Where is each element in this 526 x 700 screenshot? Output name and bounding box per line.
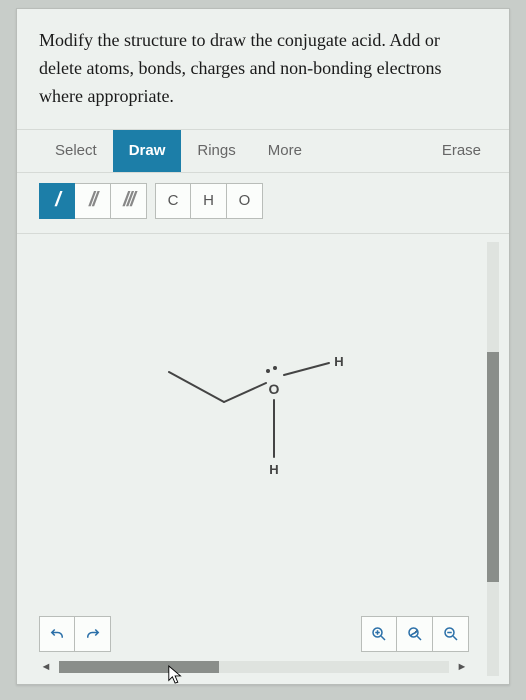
single-bond-button[interactable]: /	[39, 183, 75, 219]
triple-bond-button[interactable]: ///	[111, 183, 147, 219]
zoom-out-button[interactable]	[433, 616, 469, 652]
double-bond-icon: //	[89, 189, 96, 212]
tab-draw[interactable]: Draw	[113, 130, 182, 172]
element-button-group: C H O	[155, 183, 263, 219]
undo-icon	[48, 625, 66, 643]
tab-rings[interactable]: Rings	[181, 130, 251, 172]
svg-text:O: O	[269, 381, 280, 397]
zoom-buttons	[361, 616, 469, 652]
hydrogen-button[interactable]: H	[191, 183, 227, 219]
svg-text:H: H	[269, 462, 278, 477]
redo-button[interactable]	[75, 616, 111, 652]
tab-select[interactable]: Select	[39, 130, 113, 172]
zoom-in-icon	[370, 625, 388, 643]
zoom-out-icon	[442, 625, 460, 643]
scroll-left-arrow[interactable]: ◄	[39, 660, 53, 674]
horizontal-scroll-thumb[interactable]	[59, 661, 219, 673]
single-bond-icon: /	[55, 189, 59, 212]
zoom-in-button[interactable]	[361, 616, 397, 652]
triple-bond-icon: ///	[123, 189, 134, 212]
vertical-scroll-thumb[interactable]	[487, 352, 499, 582]
undo-button[interactable]	[39, 616, 75, 652]
tab-more[interactable]: More	[252, 130, 318, 172]
history-buttons	[39, 616, 111, 652]
main-toolbar: Select Draw Rings More Erase	[17, 129, 509, 173]
horizontal-scroll-track[interactable]	[59, 661, 449, 673]
erase-button[interactable]: Erase	[436, 142, 487, 159]
zoom-fit-icon	[406, 625, 424, 643]
redo-icon	[84, 625, 102, 643]
editor-panel: Modify the structure to draw the conjuga…	[16, 8, 510, 685]
sub-toolbar: / // /// C H O	[17, 173, 509, 234]
scroll-right-arrow[interactable]: ►	[455, 660, 469, 674]
svg-text:H: H	[334, 354, 343, 369]
oxygen-button[interactable]: O	[227, 183, 263, 219]
vertical-scrollbar[interactable]	[487, 242, 499, 676]
canvas-area: O H H ◄	[17, 234, 509, 684]
drawing-canvas[interactable]: O H H	[39, 242, 469, 624]
carbon-button[interactable]: C	[155, 183, 191, 219]
zoom-fit-button[interactable]	[397, 616, 433, 652]
double-bond-button[interactable]: //	[75, 183, 111, 219]
molecule-svg: O H H	[39, 242, 469, 622]
horizontal-scrollbar[interactable]: ◄ ►	[39, 658, 469, 676]
prompt-text: Modify the structure to draw the conjuga…	[17, 9, 509, 129]
bond-button-group: / // ///	[39, 183, 147, 219]
